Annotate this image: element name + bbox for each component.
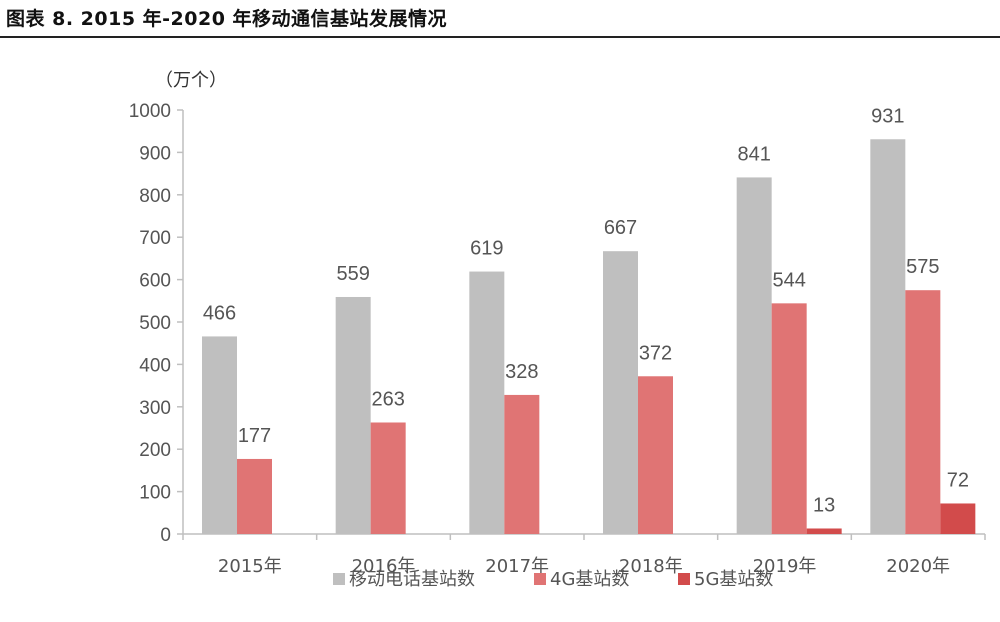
x-tick-label: 2020年 [886, 556, 950, 577]
data-label: 841 [737, 143, 770, 165]
figure-title: 图表 8. 2015 年-2020 年移动通信基站发展情况 [6, 8, 448, 30]
title-divider [0, 36, 1000, 38]
data-label: 72 [947, 469, 969, 491]
bar [469, 271, 505, 534]
y-tick-label: 800 [139, 186, 171, 207]
data-label: 13 [813, 494, 835, 516]
data-label: 263 [371, 388, 404, 410]
legend-swatch [678, 573, 690, 585]
y-tick-label: 400 [139, 355, 171, 376]
data-label: 372 [639, 342, 672, 364]
data-label: 544 [772, 269, 805, 291]
bar [237, 458, 272, 534]
data-label: 559 [336, 263, 369, 285]
legend-swatch [534, 573, 546, 585]
bar [370, 422, 406, 534]
y-tick-label: 500 [139, 313, 171, 334]
data-label: 177 [238, 425, 271, 447]
bar [638, 376, 673, 534]
bar [806, 528, 842, 534]
bar [335, 296, 371, 534]
legend-label: 移动电话基站数 [349, 569, 475, 590]
data-label: 466 [203, 302, 236, 324]
y-tick-label: 200 [139, 440, 171, 461]
bar [603, 251, 638, 534]
bar [905, 290, 941, 534]
bar [504, 394, 540, 534]
y-tick-label: 600 [139, 271, 171, 292]
bar [202, 336, 237, 534]
x-tick-label: 2016年 [352, 556, 416, 577]
y-tick-label: 100 [139, 483, 171, 504]
x-tick-label: 2017年 [485, 556, 549, 577]
y-tick-label: 900 [139, 143, 171, 164]
y-tick-label: 0 [160, 525, 171, 546]
data-label: 328 [505, 361, 538, 383]
y-tick-label: 700 [139, 228, 171, 249]
y-tick-label: 1000 [129, 101, 171, 122]
data-label: 619 [470, 238, 503, 260]
legend-swatch [333, 573, 345, 585]
x-tick-label: 2018年 [619, 556, 683, 577]
y-tick-label: 300 [139, 398, 171, 419]
data-label: 931 [871, 105, 904, 127]
data-label: 667 [604, 217, 637, 239]
bar [940, 503, 976, 534]
x-tick-label: 2015年 [218, 556, 282, 577]
legend-label: 4G基站数 [550, 569, 629, 590]
legend-label: 5G基站数 [694, 569, 773, 590]
x-tick-label: 2019年 [753, 556, 817, 577]
bar [771, 303, 807, 534]
data-label: 575 [906, 256, 939, 278]
bar [870, 139, 906, 535]
bar [736, 177, 772, 534]
y-axis-unit-label: （万个） [155, 70, 227, 91]
